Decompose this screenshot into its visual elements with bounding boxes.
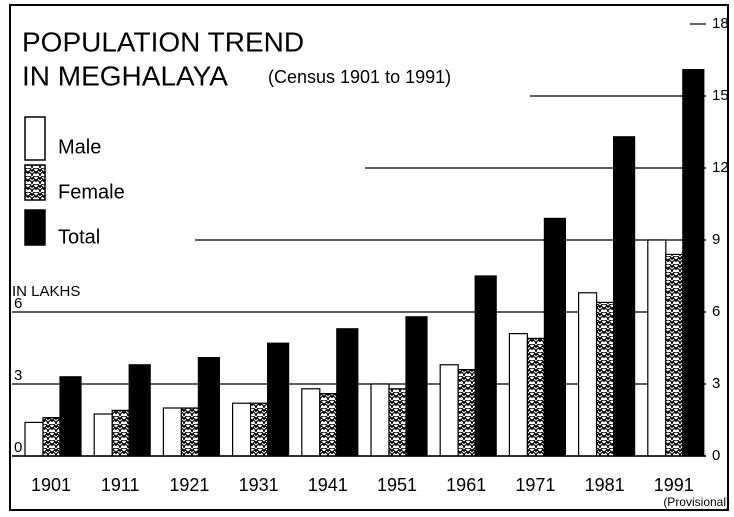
x-tick-label: 1991 [654,475,694,495]
bar [336,328,359,457]
y-tick-label: 12 [712,159,729,176]
bar [267,342,290,457]
y-tick-label: 6 [14,295,22,312]
bar [42,417,61,457]
legend-swatch [24,116,46,161]
y-tick-label: 3 [712,375,720,392]
y-tick-label: 0 [712,447,720,464]
bar [543,217,567,457]
x-tick-label: 1971 [515,475,555,495]
bar [370,383,390,457]
bar [439,364,459,457]
y-tick-label: 9 [712,231,720,248]
bar [526,337,546,457]
bar [301,388,321,457]
y-tick-label: 6 [712,303,720,320]
legend-label: Male [58,136,101,158]
bar [457,369,476,457]
x-tick-label: 1901 [31,475,71,495]
chart-subtitle: (Census 1901 to 1991) [268,67,451,87]
legend-label: Total [58,226,100,248]
bar [474,275,497,457]
bar [577,292,598,457]
chart-title: POPULATION TREND [22,26,304,57]
bar [319,393,338,457]
y-axis-label: IN LAKHS [12,283,80,300]
bar [682,68,705,457]
bar [647,239,667,457]
bar [93,413,113,457]
bar [232,402,252,457]
x-tick-label: 1981 [585,475,625,495]
legend-swatch [24,209,46,246]
bar [111,409,130,457]
x-tick-label: 1921 [169,475,209,495]
bar [405,316,428,457]
bar [24,421,44,457]
bar [128,364,151,457]
y-tick-label: 3 [14,367,22,384]
legend-label: Female [58,181,125,203]
bar [162,407,182,457]
y-tick-label: 0 [14,439,22,456]
y-tick-label: 15 [712,87,729,104]
bar [59,376,82,457]
frame [9,4,729,511]
y-tick-label: 18 [712,15,729,32]
x-tick-label: 1961 [446,475,486,495]
bar [508,333,528,457]
bar [665,253,684,457]
bar [595,301,615,457]
bar [612,136,636,457]
bar [388,388,407,457]
annotation: (Provisional) [663,495,730,509]
x-tick-label: 1941 [308,475,348,495]
x-tick-label: 1951 [377,475,417,495]
legend-swatch [24,164,46,201]
chart-title: IN MEGHALAYA [22,60,228,91]
bar [180,407,199,457]
bar [250,402,269,457]
x-tick-label: 1911 [101,475,140,495]
bar [197,357,220,457]
x-tick-label: 1931 [239,475,279,495]
